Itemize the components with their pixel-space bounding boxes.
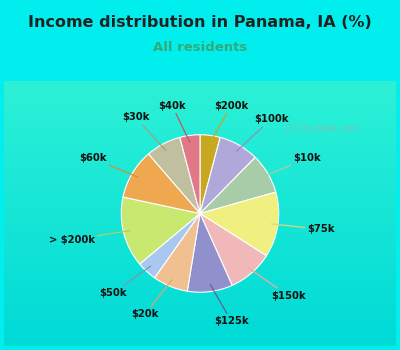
Text: $100k: $100k [236, 114, 288, 152]
Text: > $200k: > $200k [48, 231, 130, 245]
Text: $150k: $150k [248, 267, 306, 301]
Wedge shape [154, 214, 200, 291]
Wedge shape [180, 135, 200, 214]
Text: $200k: $200k [210, 101, 248, 142]
Wedge shape [200, 158, 276, 214]
Text: $125k: $125k [210, 285, 249, 326]
Wedge shape [121, 197, 200, 264]
Wedge shape [123, 154, 200, 214]
Text: $20k: $20k [132, 280, 172, 319]
Text: All residents: All residents [153, 41, 247, 54]
Wedge shape [187, 214, 232, 292]
Text: $60k: $60k [79, 153, 138, 177]
Text: $50k: $50k [99, 266, 151, 299]
Wedge shape [200, 214, 266, 285]
Text: $30k: $30k [122, 112, 166, 150]
Text: $10k: $10k [262, 153, 321, 177]
Text: Income distribution in Panama, IA (%): Income distribution in Panama, IA (%) [28, 15, 372, 30]
Text: $40k: $40k [158, 101, 190, 142]
Wedge shape [200, 135, 220, 214]
Wedge shape [148, 138, 200, 214]
Text: ⓘ City-Data.com: ⓘ City-Data.com [286, 124, 359, 133]
Wedge shape [200, 138, 255, 214]
Wedge shape [200, 192, 279, 256]
Text: $75k: $75k [271, 224, 335, 234]
Wedge shape [140, 214, 200, 278]
